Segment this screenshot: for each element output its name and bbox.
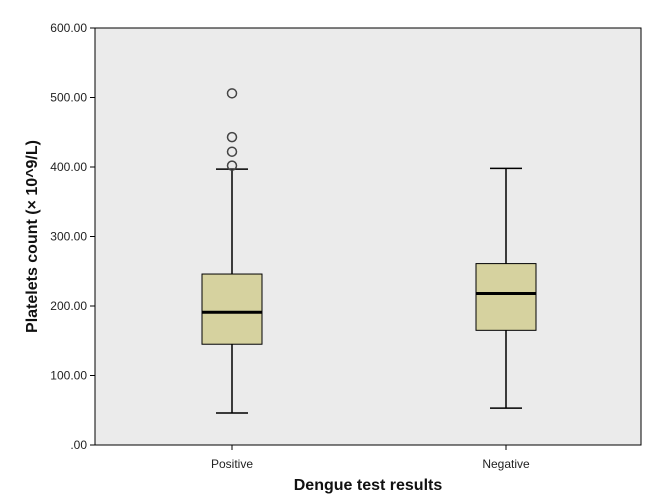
- x-tick-label: Positive: [211, 457, 253, 471]
- y-tick-label: 200.00: [50, 299, 87, 313]
- y-tick-label: 300.00: [50, 230, 87, 244]
- x-axis: Positive Negative: [211, 445, 530, 471]
- outlier-point: [226, 160, 238, 171]
- y-tick-label: 600.00: [50, 21, 87, 35]
- iqr-box: [201, 273, 263, 345]
- y-tick-label: 400.00: [50, 160, 87, 174]
- box-negative: [475, 167, 537, 409]
- x-axis-title: Dengue test results: [294, 477, 443, 494]
- box-positive: [201, 88, 263, 414]
- y-tick-label: .00: [70, 438, 87, 452]
- outlier-point: [226, 146, 238, 157]
- y-axis: .00 100.00 200.00 300.00 400.00 500.00 600.00: [50, 21, 95, 452]
- outlier-point: [226, 131, 238, 143]
- plot-area: [94, 27, 642, 446]
- boxes-layer: [201, 88, 537, 414]
- iqr-box: [475, 263, 537, 331]
- x-tick-label: Negative: [482, 457, 530, 471]
- y-tick-label: 500.00: [50, 91, 87, 105]
- outlier-point: [226, 88, 238, 99]
- y-tick-label: 100.00: [50, 369, 87, 383]
- y-axis-title: Platelets count (× 10^9/L): [24, 140, 41, 333]
